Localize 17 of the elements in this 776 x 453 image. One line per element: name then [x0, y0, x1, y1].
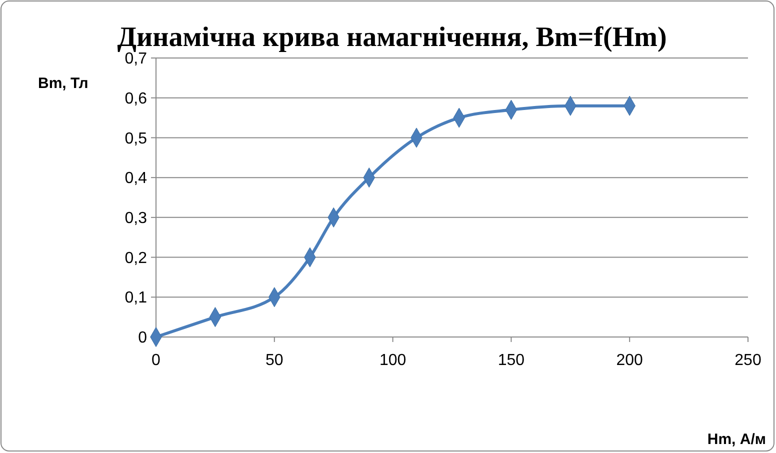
y-tick-label: 0,3: [124, 210, 148, 228]
x-tick-label: 150: [498, 352, 525, 369]
x-tick-label: 100: [379, 352, 406, 369]
y-tick-label: 0,6: [124, 90, 148, 108]
y-tick-label: 0,7: [124, 50, 148, 68]
y-tick-label: 0: [138, 330, 148, 347]
x-tick-label: 250: [734, 352, 762, 369]
y-axis-title: Bm, Тл: [38, 75, 88, 92]
x-axis-title: Hm, А/м: [707, 431, 766, 448]
y-tick-label: 0,4: [124, 170, 148, 188]
x-tick-label: 0: [152, 352, 161, 369]
x-tick-label: 50: [266, 352, 284, 369]
y-tick-label: 0,1: [124, 290, 148, 307]
x-tick-label: 200: [616, 352, 644, 369]
y-tick-label: 0,5: [124, 130, 148, 148]
y-tick-label: 0,2: [124, 250, 148, 267]
chart-title: Динамічна крива намагнічення, Bm=f(Hm): [117, 22, 667, 53]
